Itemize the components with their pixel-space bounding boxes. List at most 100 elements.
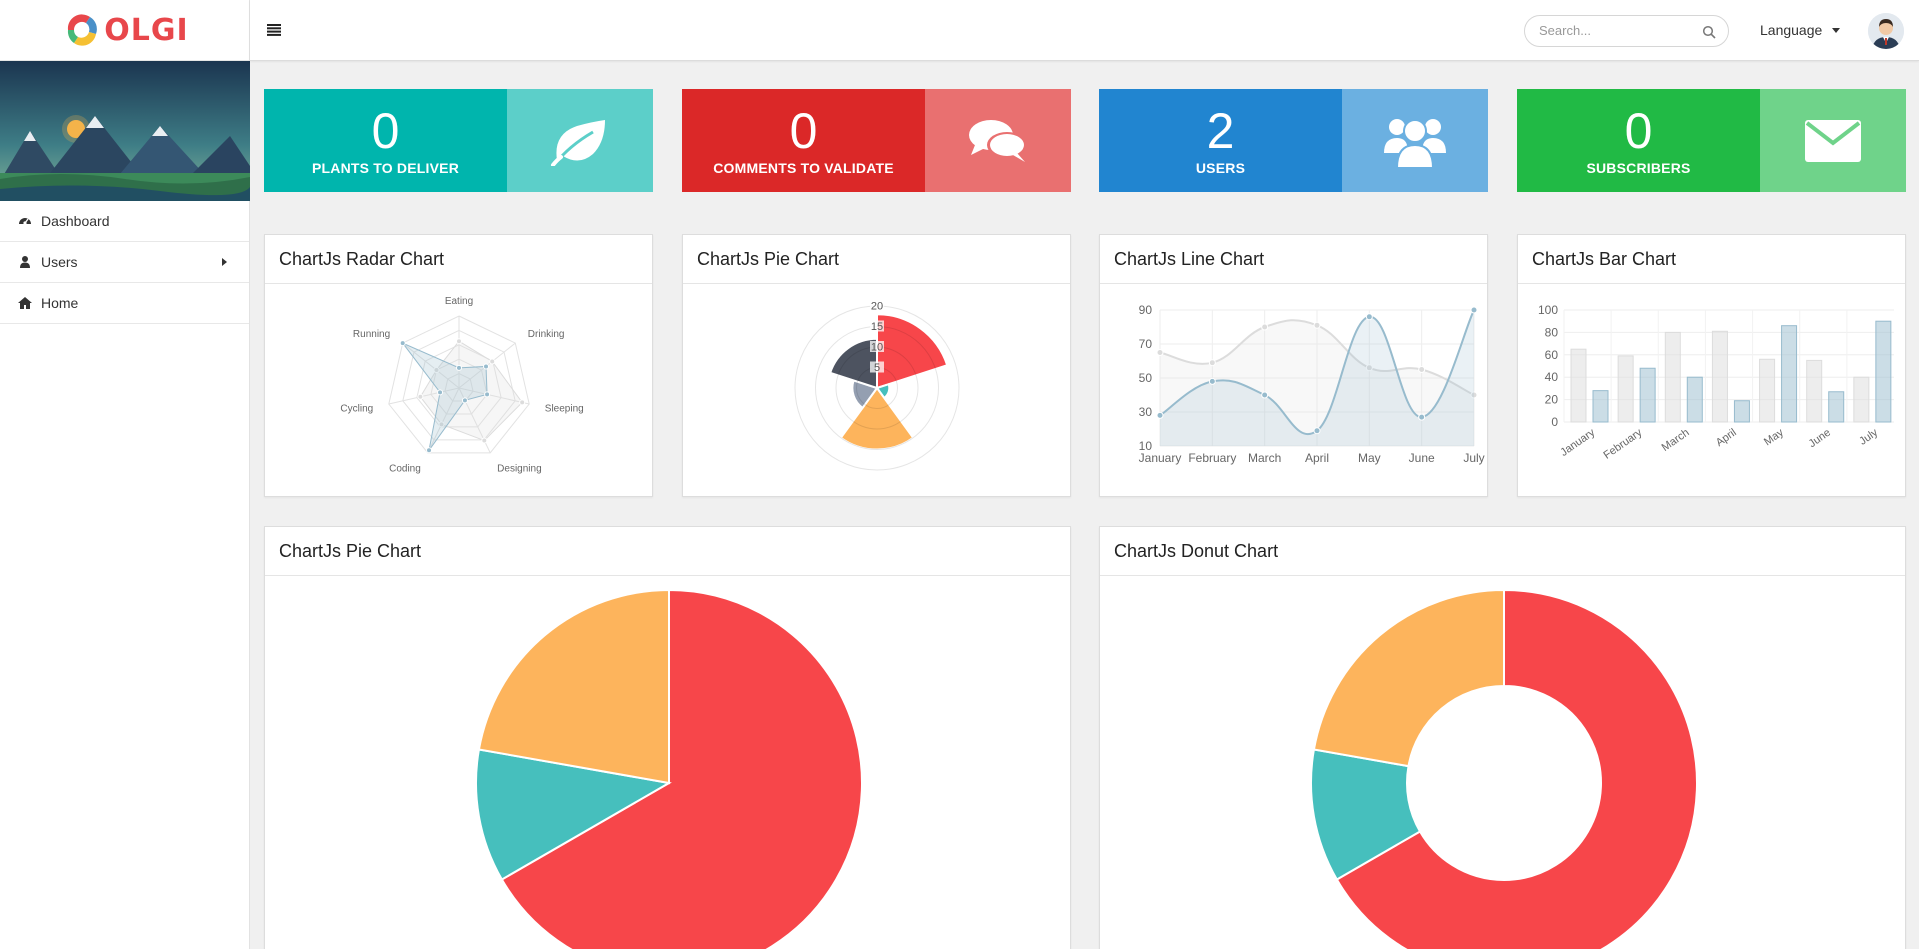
line-point [1156,411,1164,419]
brand-logo[interactable]: OLGI [0,0,249,61]
radar-point [456,364,462,371]
panel-title: ChartJs Pie Chart [683,235,1070,284]
line-y-tick-label: 50 [1139,371,1153,385]
polar-tick-backdrop [870,361,884,373]
line-y-tick-label: 10 [1139,439,1153,453]
stat-card-users[interactable]: 2 USERS [1099,89,1488,192]
bar-chart[interactable]: 0 20 40 60 80 100 January February March April May… [1518,284,1905,496]
donut-chart[interactable] [1100,576,1905,949]
bar [1759,358,1776,423]
pie-chart[interactable] [265,576,1070,949]
user-avatar[interactable] [1868,13,1904,49]
stat-value: 0 [789,102,818,159]
radar-grid-ring [416,344,502,428]
bar-x-tick-label: June [1807,427,1833,451]
leaf-icon [551,119,605,166]
bar-x-tick-label: February [1601,426,1644,461]
radar-axis-label: Running [353,329,390,340]
dashboard-icon [19,218,31,225]
line-y-tick-label: 30 [1139,405,1153,419]
polar-segment [839,386,915,451]
donut-slice [1312,588,1505,768]
line-x-tick-label: April [1305,451,1329,465]
bar-y-tick-label: 100 [1538,303,1558,317]
radar-series-area [419,340,523,442]
radar-axis-label: Designing [497,463,541,474]
caret-down-icon [1832,27,1841,33]
stat-label: SUBSCRIBERS [1586,159,1691,176]
polar-segment [828,337,878,390]
panel-title: ChartJs Donut Chart [1100,527,1905,576]
polar-area-chart[interactable]: 5 10 15 20 [683,284,1070,496]
stat-value: 0 [371,102,400,159]
line-point [1313,427,1321,435]
sidebar-item-label: Home [41,295,79,311]
stat-card-subscribers[interactable]: 0 SUBSCRIBERS [1517,89,1906,192]
stat-icon-area [507,89,653,192]
radar-spoke [458,387,530,405]
language-dropdown[interactable]: Language [1760,22,1841,38]
bar [1828,391,1845,423]
bar-chart-panel: ChartJs Bar Chart 0 20 40 60 80 100 January Feb… [1517,234,1906,497]
line-point [1365,313,1373,321]
bar [1853,376,1870,423]
radar-chart-panel: ChartJs Radar Chart Eating Drinking Sleepi… [264,234,653,497]
radar-point [481,437,488,444]
sidebar-item-home[interactable]: Home [0,283,249,324]
radar-series-area [401,341,488,451]
search-box [1524,15,1729,47]
users-icon [1384,118,1446,169]
radar-point [461,397,468,404]
polar-segment [876,313,949,390]
panel-title: ChartJs Radar Chart [265,235,652,284]
stat-card-body: 0 SUBSCRIBERS [1517,89,1760,192]
bar-x-tick-label: July [1857,426,1880,447]
line-x-tick-label: January [1139,451,1182,465]
sidebar-item-dashboard[interactable]: Dashboard [0,201,249,242]
line-point [1470,391,1478,399]
bar-y-tick-label: 0 [1551,415,1558,429]
line-y-tick-label: 70 [1139,337,1153,351]
sidebar-item-label: Users [41,254,78,270]
line-chart[interactable]: 10 30 50 70 90 January February March April May Ju… [1100,284,1487,496]
radar-grid-ring [444,373,474,402]
menu-toggle-icon[interactable] [267,24,281,36]
search-icon[interactable] [1702,25,1716,39]
polar-tick-backdrop [870,341,884,352]
panel-title: ChartJs Bar Chart [1518,235,1905,284]
stat-label: PLANTS TO DELIVER [311,159,460,176]
radar-chart[interactable]: Eating Drinking Sleeping Designing Coding Cyc… [265,284,652,496]
pie-slice [500,588,863,949]
stat-value: 0 [1624,102,1653,159]
polar-tick-backdrop [870,300,884,311]
stat-card-plants[interactable]: 0 PLANTS TO DELIVER [264,89,653,192]
user-icon [20,256,30,268]
line-x-tick-label: March [1248,451,1281,465]
line-chart-panel: ChartJs Line Chart 10 30 50 70 90 January Febr… [1099,234,1488,497]
bar-y-tick-label: 60 [1545,348,1559,362]
stat-icon-area [1342,89,1488,192]
radar-axis-label: Coding [389,463,421,474]
line-point [1365,364,1373,372]
chevron-right-icon [222,258,227,266]
language-label: Language [1760,22,1823,38]
radar-point [437,389,444,396]
polar-tick-label: 5 [874,362,880,374]
radar-point [399,340,406,347]
stat-icon-area [1760,89,1906,192]
bar [1639,367,1656,423]
polar-tick-label: 20 [871,301,883,313]
envelope-icon [1805,119,1861,162]
bar-y-tick-label: 80 [1545,325,1559,339]
bar-x-tick-label: January [1558,426,1597,459]
bar-x-tick-label: May [1762,426,1786,448]
search-input[interactable] [1539,23,1699,38]
sidebar: OLGI [0,0,260,949]
radar-point [433,367,440,374]
radar-axis-label: Eating [445,296,473,307]
stat-value: 2 [1206,102,1235,159]
sidebar-item-users[interactable]: Users [0,242,249,283]
radar-spoke [388,387,460,405]
stat-card-comments[interactable]: 0 COMMENTS TO VALIDATE [682,89,1071,192]
radar-grid-ring [430,358,488,415]
